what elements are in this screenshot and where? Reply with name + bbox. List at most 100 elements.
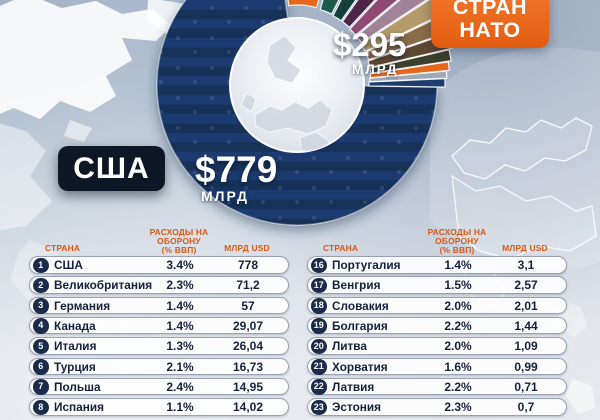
nato-slice-1 — [287, 0, 320, 9]
spending-percent-gdp: 1.4% — [444, 258, 472, 272]
spending-percent-gdp: 1.3% — [166, 339, 194, 354]
others-total-unit: МЛРД — [352, 62, 399, 77]
spending-bln-usd: 16,73 — [232, 359, 264, 374]
spending-bln-usd: 1,44 — [514, 318, 538, 333]
nato-slice-3 — [332, 0, 357, 22]
spending-percent-gdp: 2.2% — [444, 379, 472, 394]
nato-slice-2 — [319, 0, 340, 15]
country-name: Великобритания — [54, 278, 153, 293]
country-name: Германия — [54, 298, 111, 313]
country-name: Болгария — [332, 318, 388, 333]
spending-bln-usd: 26,04 — [232, 339, 264, 354]
country-name: Хорватия — [332, 359, 388, 374]
rank-badge: 18 — [311, 298, 327, 314]
spending-bln-usd: 2,57 — [514, 278, 538, 293]
rank-badge: 19 — [311, 318, 327, 334]
rank-badge: 4 — [33, 318, 49, 334]
table-row: 1 США 3.4% 778 — [29, 256, 289, 274]
country-name: Испания — [54, 400, 104, 415]
spending-percent-gdp: 2.2% — [444, 318, 472, 333]
spending-bln-usd: 1,09 — [514, 339, 538, 354]
spending-bln-usd: 71,2 — [236, 278, 260, 293]
rank-badge: 16 — [311, 257, 327, 273]
spending-percent-gdp: 2.3% — [444, 400, 472, 415]
defense-table-left: СТРАНА РАСХОДЫ НА ОБОРОНУ (% ВВП) МЛРД U… — [29, 227, 292, 419]
rank-badge: 2 — [33, 277, 49, 294]
spending-percent-gdp: 1.4% — [166, 318, 194, 333]
spending-bln-usd: 29,07 — [232, 318, 264, 333]
usa-total-value: $779 — [195, 149, 278, 190]
table-row: 7 Польша 2.4% 14,95 — [29, 377, 289, 396]
rank-badge: 1 — [33, 257, 49, 273]
spending-bln-usd: 0,71 — [514, 379, 538, 394]
country-name: Италия — [54, 339, 97, 354]
spending-percent-gdp: 2.0% — [444, 339, 472, 354]
table-row: 4 Канада 1.4% 29,07 — [29, 316, 289, 335]
asia-landmass — [430, 47, 600, 414]
rank-badge: 17 — [311, 277, 327, 294]
table-row: 5 Италия 1.3% 26,04 — [29, 337, 289, 355]
spending-percent-gdp: 2.4% — [166, 379, 194, 394]
table-row: 17 Венгрия 1.5% 2,57 — [307, 276, 567, 294]
country-name: США — [54, 258, 83, 272]
spending-bln-usd: 0,99 — [514, 359, 538, 374]
country-name: Португалия — [332, 258, 401, 272]
header-spending: РАСХОДЫ НА ОБОРОНУ (% ВВП) — [149, 227, 209, 255]
nato-slice-7 — [360, 0, 451, 53]
header-country: СТРАНА — [323, 243, 359, 253]
table-row: 6 Турция 2.1% 16,73 — [29, 357, 289, 375]
spending-percent-gdp: 2.0% — [444, 298, 472, 313]
usa-label-box: США — [58, 146, 165, 191]
table-rows-left: 1 США 3.4% 778 2 Великобритания 2.3% 71,… — [29, 227, 292, 419]
donut-hole-europe-map — [229, 17, 365, 153]
usa-slice-stars-overlay — [157, 0, 437, 225]
spending-percent-gdp: 1.4% — [166, 298, 194, 313]
spending-bln-usd: 778 — [237, 258, 259, 272]
rank-badge: 23 — [311, 399, 327, 416]
table-row: 8 Испания 1.1% 14,02 — [29, 398, 289, 416]
table-rows-right: 16 Португалия 1.4% 3,1 17 Венгрия 1.5% 2… — [307, 227, 570, 419]
table-row: 19 Болгария 2.2% 1,44 — [307, 316, 567, 335]
rank-badge: 7 — [33, 379, 49, 395]
spending-percent-gdp: 1.1% — [166, 400, 194, 415]
spending-percent-gdp: 1.5% — [444, 278, 472, 293]
title-badge-line1: СТРАН — [452, 0, 528, 19]
table-row: 23 Эстония 2.3% 0,7 — [307, 398, 567, 416]
rank-badge: 3 — [33, 298, 49, 314]
spending-percent-gdp: 2.1% — [166, 359, 194, 374]
table-header-right: СТРАНА РАСХОДЫ НА ОБОРОНУ (% ВВП) МЛРД U… — [307, 227, 570, 255]
rank-badge: 5 — [33, 338, 49, 355]
table-row: 2 Великобритания 2.3% 71,2 — [29, 276, 289, 294]
spending-bln-usd: 3,1 — [517, 258, 535, 272]
country-name: Канада — [54, 318, 96, 333]
title-badge-nato: СТРАН НАТО — [431, 0, 549, 48]
spending-percent-gdp: 1.6% — [444, 359, 472, 374]
header-country: СТРАНА — [45, 243, 81, 253]
table-row: 21 Хорватия 1.6% 0,99 — [307, 357, 567, 375]
country-name: Словакия — [332, 298, 389, 313]
nato-slice-5 — [349, 0, 399, 37]
nato-slice-13 — [368, 78, 446, 88]
nato-slice-4 — [341, 0, 376, 29]
country-name: Польша — [54, 379, 101, 394]
spending-bln-usd: 0,7 — [517, 400, 535, 415]
country-name: Литва — [332, 339, 367, 354]
header-usd: МЛРД USD — [502, 243, 548, 253]
table-header-left: СТРАНА РАСХОДЫ НА ОБОРОНУ (% ВВП) МЛРД U… — [29, 227, 292, 255]
title-badge-line2: НАТО — [459, 18, 521, 42]
others-total-value: $295 — [333, 26, 407, 63]
spending-percent-gdp: 2.3% — [166, 278, 194, 293]
table-row: 3 Германия 1.4% 57 — [29, 296, 289, 315]
table-row: 20 Литва 2.0% 1,09 — [307, 337, 567, 355]
usa-total-unit: МЛРД — [201, 188, 249, 204]
country-name: Латвия — [332, 379, 375, 394]
header-usd: МЛРД USD — [224, 243, 270, 253]
spending-bln-usd: 14,02 — [232, 400, 264, 415]
spending-bln-usd: 2,01 — [514, 298, 538, 313]
table-row: 16 Португалия 1.4% 3,1 — [307, 256, 567, 274]
table-row: 22 Латвия 2.2% 0,71 — [307, 377, 567, 396]
spending-percent-gdp: 3.4% — [166, 258, 194, 272]
